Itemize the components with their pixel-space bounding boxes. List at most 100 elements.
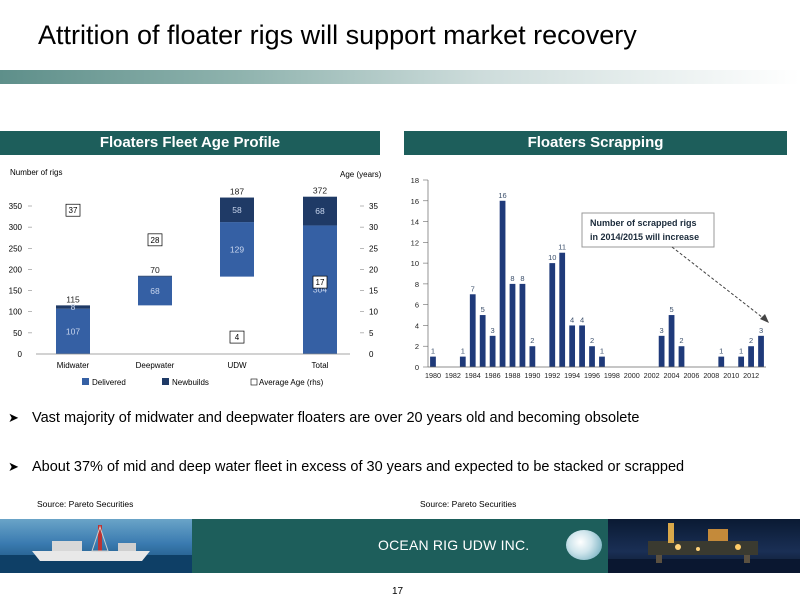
delivered-label: 129	[230, 244, 244, 254]
scrap-bar	[658, 335, 665, 367]
y-tick-label: 300	[9, 223, 23, 232]
delivered-bar	[303, 225, 337, 354]
title-divider	[0, 70, 800, 84]
scrap-bar	[469, 294, 476, 367]
y-tick-label: 350	[9, 202, 23, 211]
y2-tick-label: 35	[369, 202, 378, 211]
total-label: 115	[66, 294, 80, 304]
newbuilds-label: 58	[232, 205, 242, 215]
average-age-label: 28	[151, 236, 160, 245]
average-age-marker	[147, 233, 163, 247]
scrap-bar	[738, 356, 745, 367]
company-logo-icon	[566, 530, 602, 560]
bullet-text: About 37% of mid and deep water fleet in…	[32, 459, 685, 475]
scrap-value-label: 8	[510, 274, 514, 283]
y-tick-label: 16	[411, 197, 419, 206]
category-label: Total	[312, 361, 329, 370]
year-tick-label: 2000	[624, 371, 640, 380]
year-tick-label: 2008	[703, 371, 719, 380]
category-label: UDW	[227, 361, 247, 370]
scrap-value-label: 1	[431, 347, 435, 356]
newbuilds-label: 8	[71, 302, 76, 312]
delivered-label: 68	[150, 286, 160, 296]
legend-delivered: Delivered	[92, 378, 126, 387]
y2-tick-label: 25	[369, 244, 378, 253]
scrap-value-label: 11	[558, 243, 566, 252]
scrap-bar	[569, 325, 576, 367]
scrap-bar	[599, 356, 605, 367]
y-tick-label: 0	[18, 350, 23, 359]
legend-swatch-newbuilds	[162, 378, 169, 385]
year-tick-label: 1980	[425, 371, 441, 380]
company-name: OCEAN RIG UDW INC.	[378, 537, 530, 553]
y-tick-label: 12	[411, 238, 419, 247]
scrap-bar	[509, 283, 516, 367]
y2-tick-label: 20	[369, 265, 378, 274]
scrap-value-label: 3	[660, 326, 664, 335]
scrap-value-label: 5	[669, 305, 673, 314]
average-age-marker	[229, 330, 245, 344]
callout-line-1: Number of scrapped rigs	[590, 218, 697, 228]
right-source-note: Source: Pareto Securities	[420, 499, 517, 509]
scrap-bar	[459, 356, 466, 367]
rig-night-illustration	[608, 523, 800, 573]
scrap-value-label: 2	[590, 336, 594, 345]
scrap-value-label: 2	[749, 336, 753, 345]
scrapping-panel-header: Floaters Scrapping	[404, 131, 787, 155]
year-tick-label: 1994	[564, 371, 580, 380]
fleet-age-legend: Delivered Newbuilds Average Age (rhs)	[82, 378, 324, 387]
delivered-label: 304	[313, 285, 327, 295]
scrap-bar	[559, 252, 566, 367]
y-tick-label: 0	[415, 363, 419, 372]
scrap-value-label: 3	[491, 326, 495, 335]
newbuilds-bar	[220, 197, 254, 223]
delivered-bar	[138, 276, 172, 306]
y2-tick-label: 0	[369, 350, 374, 359]
fleet-age-panel-header: Floaters Fleet Age Profile	[0, 131, 380, 155]
y-tick-label: 4	[415, 321, 419, 330]
newbuilds-bar	[303, 196, 337, 226]
scrap-value-label: 3	[759, 326, 763, 335]
scrap-bar	[579, 325, 585, 367]
scrap-value-label: 1	[739, 347, 743, 356]
rig-night-image	[608, 519, 800, 573]
y2-axis-title: Age (years)	[340, 170, 382, 179]
y2-tick-label: 30	[369, 223, 378, 232]
scrap-value-label: 2	[530, 336, 534, 345]
year-tick-label: 2010	[723, 371, 739, 380]
scrap-value-label: 10	[548, 253, 556, 262]
year-tick-label: 2002	[644, 371, 660, 380]
bullet-text: Vast majority of midwater and deepwater …	[32, 410, 640, 426]
newbuilds-bar	[138, 275, 172, 277]
scrap-bar	[479, 315, 486, 367]
scrap-bar	[489, 335, 496, 367]
year-tick-label: 1998	[604, 371, 620, 380]
drillship-illustration	[0, 525, 192, 573]
callout-box: Number of scrapped rigs in 2014/2015 wil…	[581, 212, 769, 323]
legend-newbuilds: Newbuilds	[172, 378, 209, 387]
y-tick-label: 50	[13, 329, 22, 338]
scrap-value-label: 2	[679, 336, 683, 345]
scrap-value-label: 4	[580, 315, 584, 324]
category-label: Midwater	[57, 361, 90, 370]
y-tick-label: 14	[411, 218, 419, 227]
bullet-item: ➤ Vast majority of midwater and deepwater…	[8, 410, 639, 426]
newbuilds-bar	[56, 305, 90, 309]
scrap-bar	[499, 200, 506, 367]
scrap-bar	[529, 346, 536, 367]
total-label: 372	[313, 186, 327, 196]
scrap-value-label: 1	[600, 347, 604, 356]
scrap-bar	[678, 346, 685, 367]
average-age-label: 37	[69, 206, 78, 215]
y-tick-label: 150	[9, 287, 23, 296]
scrap-value-label: 5	[481, 305, 485, 314]
y-tick-label: 100	[9, 308, 23, 317]
callout-line-2: in 2014/2015 will increase	[590, 232, 699, 242]
bullet-arrow-icon: ➤	[8, 410, 19, 425]
y-tick-label: 200	[9, 265, 23, 274]
y-tick-label: 250	[9, 244, 23, 253]
average-age-label: 4	[235, 333, 240, 342]
fleet-age-chart: Number of rigs Age (years) 115 107 8 Midwat…	[9, 168, 382, 387]
average-age-label: 17	[316, 278, 325, 287]
